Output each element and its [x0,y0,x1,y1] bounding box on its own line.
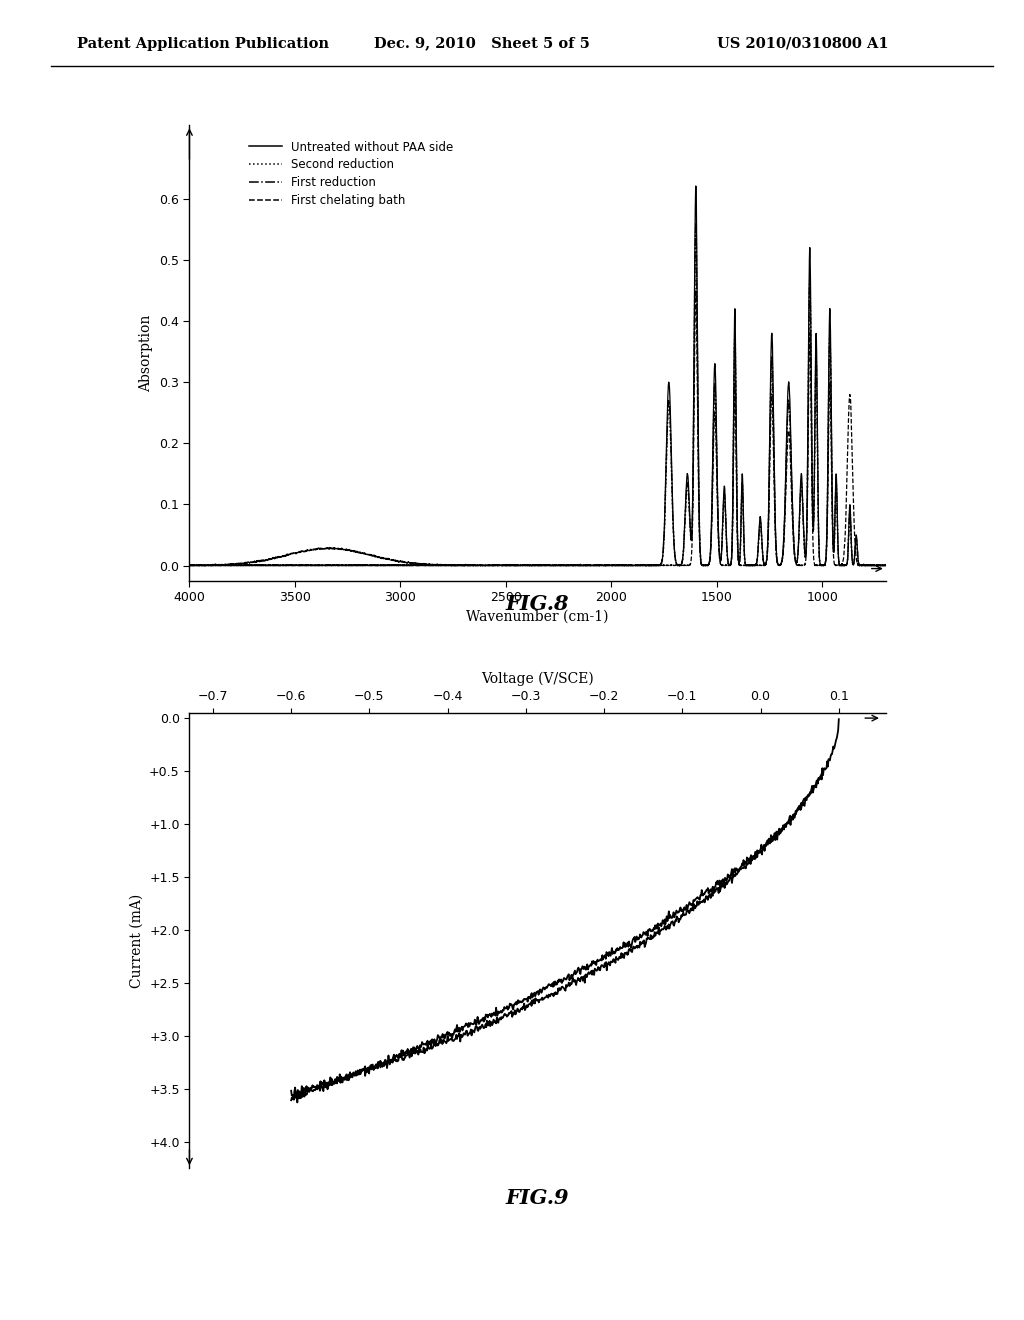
Y-axis label: Absorption: Absorption [139,314,154,392]
X-axis label: Wavenumber (cm-1): Wavenumber (cm-1) [466,610,609,624]
Text: US 2010/0310800 A1: US 2010/0310800 A1 [717,37,889,50]
Legend: Untreated without PAA side, Second reduction, First reduction, First chelating b: Untreated without PAA side, Second reduc… [244,136,459,211]
Text: Patent Application Publication: Patent Application Publication [77,37,329,50]
Text: FIG.8: FIG.8 [506,594,569,614]
Y-axis label: Current (mA): Current (mA) [130,894,143,987]
X-axis label: Voltage (V/SCE): Voltage (V/SCE) [481,672,594,686]
Text: Dec. 9, 2010   Sheet 5 of 5: Dec. 9, 2010 Sheet 5 of 5 [374,37,590,50]
Text: FIG.9: FIG.9 [506,1188,569,1208]
